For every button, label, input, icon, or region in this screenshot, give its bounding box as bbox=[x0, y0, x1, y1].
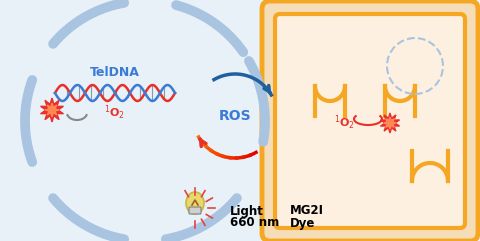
Polygon shape bbox=[381, 113, 399, 133]
Polygon shape bbox=[384, 117, 396, 129]
Text: 660 nm: 660 nm bbox=[230, 216, 279, 229]
Text: TelDNA: TelDNA bbox=[90, 67, 140, 80]
Polygon shape bbox=[41, 98, 63, 122]
Text: $^1$O$_2$: $^1$O$_2$ bbox=[105, 104, 126, 122]
FancyBboxPatch shape bbox=[262, 1, 478, 241]
Text: $^1$O$_2$: $^1$O$_2$ bbox=[335, 114, 356, 132]
FancyBboxPatch shape bbox=[275, 14, 465, 228]
FancyBboxPatch shape bbox=[189, 207, 201, 214]
Ellipse shape bbox=[186, 192, 204, 214]
Text: MG2I: MG2I bbox=[290, 205, 324, 217]
Polygon shape bbox=[45, 103, 59, 117]
Text: ROS: ROS bbox=[219, 109, 252, 123]
Text: Light: Light bbox=[230, 205, 264, 217]
Text: Dye: Dye bbox=[290, 216, 315, 229]
